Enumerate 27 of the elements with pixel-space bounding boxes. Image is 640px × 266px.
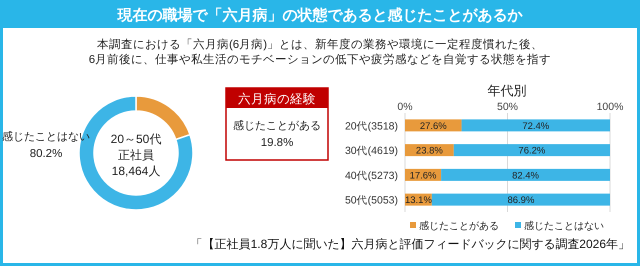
x-tick-label: 50% — [496, 101, 518, 113]
slice-label: 感じたことがある — [233, 119, 321, 132]
y-tick-label: 30代(4619) — [344, 145, 398, 158]
data-label: 82.4% — [512, 170, 540, 182]
text: 20～50代 — [110, 132, 162, 146]
text: 正社員 — [118, 148, 154, 162]
x-tick-label: 100% — [596, 101, 624, 113]
chart-title: 年代別 — [488, 83, 526, 98]
data-label: 86.9% — [507, 195, 535, 206]
y-tick-label: 40代(5273) — [344, 170, 398, 182]
text: 「【正社員1.8万人に聞いた】六月病と評価フィードバックに関する調査2026年」 — [190, 237, 630, 251]
data-label: 19.8% — [260, 137, 294, 149]
data-label: 27.6% — [420, 120, 448, 132]
text: 六月病の経験 — [238, 92, 316, 106]
y-tick-label: 20代(3518) — [344, 120, 398, 132]
text: 18,464人 — [112, 164, 160, 178]
chart-title: 現在の職場で「六月病」の状態であると感じたことがあるか — [116, 6, 524, 24]
data-label: 23.8% — [416, 146, 444, 157]
legend-label: 感じたことがある — [419, 220, 499, 232]
data-label: 72.4% — [522, 120, 550, 132]
data-label: 17.6% — [410, 170, 438, 182]
y-tick-label: 50代(5053) — [344, 194, 398, 207]
x-tick-label: 0% — [397, 101, 413, 113]
legend-label: 感じたことはない — [524, 220, 604, 232]
chart-subtitle: 本調査における「六月病(6月病)」とは、新年度の業務や環境に一定程度慣れた後、 6月前後に、仕事や私生活のモチベーションの低下や疲労感などを自覚する状態を指す — [88, 37, 552, 66]
data-label: 76.2% — [518, 146, 546, 157]
data-label: 80.2% — [30, 148, 62, 160]
